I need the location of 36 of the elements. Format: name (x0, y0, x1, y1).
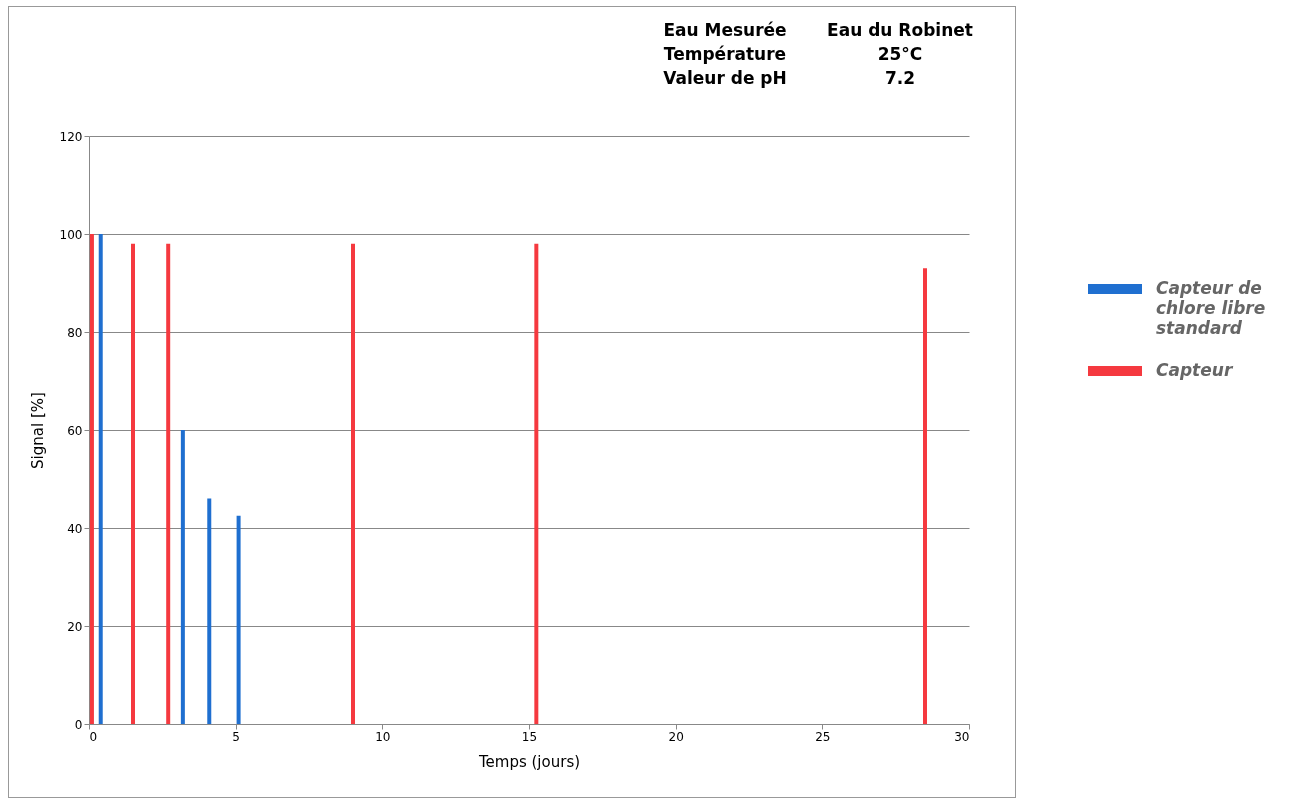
legend-entry: Capteur de chlore libre standard (1088, 278, 1303, 338)
text: 7.2 (883, 68, 917, 88)
bar (351, 243, 355, 724)
legend-label: Capteur (1156, 360, 1233, 380)
bar (89, 234, 94, 724)
x-tick-label: 5 (232, 729, 240, 744)
legend-label: Capteur de chlore libre standard (1156, 278, 1267, 338)
x-axis-title: Temps (jours) (477, 752, 581, 771)
x-tick-label: 15 (521, 729, 538, 744)
y-tick-label: 40 (67, 521, 83, 536)
y-axis-title: Signal [%] (28, 392, 47, 469)
y-tick-label: 20 (67, 619, 83, 634)
x-tick-label: 25 (815, 729, 831, 744)
bar (923, 268, 927, 724)
y-tick-label: 60 (67, 423, 83, 438)
x-tick-label: 20 (668, 729, 684, 744)
text: Valeur de pH (662, 68, 788, 88)
bar (236, 515, 241, 724)
text: Eau du Robinet (826, 20, 974, 40)
bar (131, 243, 135, 724)
x-tick-label: 0 (89, 729, 98, 744)
bar (166, 243, 171, 724)
y-tick-label: 80 (67, 325, 83, 340)
text: Température (662, 44, 788, 64)
text: 25°C (876, 44, 924, 64)
x-tick-label: 10 (375, 729, 391, 744)
bar (207, 498, 212, 724)
text: Eau Mesurée (662, 20, 788, 40)
y-tick-label: 0 (74, 717, 83, 732)
legend-entry: Capteur (1088, 360, 1303, 380)
bar (180, 430, 185, 724)
bar (98, 234, 103, 724)
bar (534, 243, 539, 724)
y-tick-label: 120 (59, 129, 83, 144)
x-tick-label: 30 (954, 729, 970, 744)
y-tick-label: 100 (59, 227, 83, 242)
